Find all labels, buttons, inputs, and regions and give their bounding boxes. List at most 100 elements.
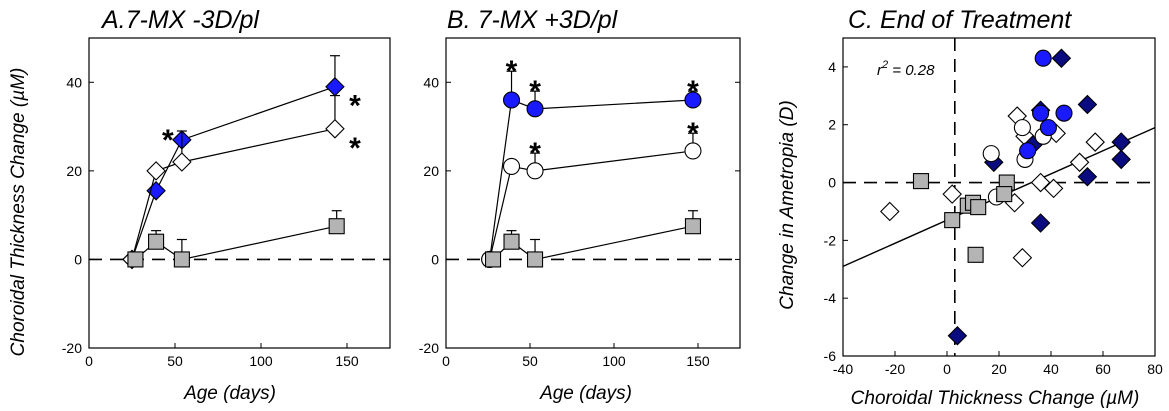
y-tick-label: 20 xyxy=(423,163,439,179)
data-point xyxy=(526,100,544,118)
panel-c: C. End of Treatment Change in Ametropia … xyxy=(777,6,1163,409)
x-tick-label: 0 xyxy=(442,353,450,369)
x-tick-label: 100 xyxy=(602,353,626,369)
y-tick-label: -2 xyxy=(824,232,837,248)
x-tick-label: 0 xyxy=(85,353,93,369)
scatter-point xyxy=(1032,104,1050,122)
y-tick-label: 0 xyxy=(828,175,836,191)
r-superscript: 2 xyxy=(881,59,888,71)
panel-b-title: B. 7-MX +3D/pl xyxy=(447,6,619,34)
scatter-point xyxy=(1069,152,1090,173)
y-tick-label: 4 xyxy=(828,59,836,75)
scatter-point xyxy=(1077,94,1098,115)
scatter-series-0 xyxy=(880,106,1105,268)
y-tick-label: 20 xyxy=(66,163,82,179)
series-line xyxy=(131,128,336,260)
x-tick-label: -20 xyxy=(885,361,905,377)
y-tick-label: -6 xyxy=(824,348,837,364)
data-point xyxy=(684,218,702,235)
data-point xyxy=(172,152,192,172)
scatter-point xyxy=(967,246,984,263)
scatter-point xyxy=(880,201,900,222)
panel-c-title: C. End of Treatment xyxy=(848,6,1072,34)
scatter-point xyxy=(912,173,930,190)
scatter-point xyxy=(1043,178,1064,199)
x-tick-label: 50 xyxy=(522,353,538,369)
scatter-point xyxy=(1111,149,1131,170)
data-point xyxy=(503,233,520,250)
series-line xyxy=(492,225,694,261)
series-line xyxy=(131,86,336,260)
significance-star: * xyxy=(506,55,518,88)
y-tick-label: 40 xyxy=(423,74,439,90)
scatter-point xyxy=(1111,132,1131,152)
scatter-point xyxy=(1039,119,1057,137)
scatter-point xyxy=(1034,49,1052,67)
significance-star: * xyxy=(162,124,174,157)
x-tick-label: 60 xyxy=(1095,361,1111,377)
data-point xyxy=(684,142,702,160)
scatter-point xyxy=(982,145,1000,163)
scatter-point xyxy=(1051,48,1072,69)
significance-star: * xyxy=(349,132,361,165)
r-squared-annotation: r2 = 0.28 xyxy=(877,59,935,79)
panel-b: B. 7-MX +3D/pl Age (days) 0 50 100 150-2002… xyxy=(419,6,741,404)
x-tick-label: 0 xyxy=(943,361,951,377)
scatter-point xyxy=(1077,166,1098,187)
scatter-point xyxy=(1030,172,1051,193)
series-2 xyxy=(127,210,345,268)
scatter-point xyxy=(1012,247,1033,268)
plot-frame xyxy=(445,37,741,349)
data-point xyxy=(148,233,165,250)
scatter-series-3 xyxy=(1019,49,1073,160)
significance-star: * xyxy=(349,90,361,123)
panel-c-ylabel: Change in Ametropia (D) xyxy=(777,100,798,309)
data-point xyxy=(502,157,521,175)
plot-frame xyxy=(88,37,391,349)
data-point xyxy=(526,251,544,268)
y-tick-label: -4 xyxy=(824,290,837,306)
scatter-point xyxy=(1013,119,1031,137)
scatter-point xyxy=(944,212,961,229)
y-tick-label: 0 xyxy=(431,251,439,267)
significance-star: * xyxy=(529,137,541,170)
scatter-point xyxy=(1085,132,1105,152)
series-1: * xyxy=(122,94,361,270)
data-point xyxy=(484,251,502,268)
series-line xyxy=(135,225,337,261)
scatter-point xyxy=(1055,104,1073,122)
significance-star: * xyxy=(687,75,699,108)
panel-c-xlabel: Choroidal Thickness Change (µM) xyxy=(851,388,1140,409)
y-tick-label: 2 xyxy=(828,117,836,133)
x-tick-label: 100 xyxy=(249,353,273,369)
scatter-point xyxy=(947,325,968,346)
x-tick-label: 150 xyxy=(686,353,710,369)
data-point xyxy=(526,162,544,180)
data-point xyxy=(684,91,702,109)
data-point xyxy=(173,251,190,268)
y-tick-label: 0 xyxy=(74,251,82,267)
scatter-point xyxy=(1019,142,1037,160)
x-tick-label: 20 xyxy=(991,361,1007,377)
y-tick-label: 40 xyxy=(66,74,82,90)
x-tick-label: 50 xyxy=(167,353,183,369)
data-point xyxy=(502,91,521,109)
scatter-point xyxy=(970,199,987,216)
scatter-point xyxy=(942,184,962,204)
data-point xyxy=(127,251,144,268)
x-tick-label: -40 xyxy=(833,361,853,377)
r-value: = 0.28 xyxy=(888,62,935,79)
series-line xyxy=(489,150,694,260)
scatter-point xyxy=(1030,213,1051,233)
x-tick-label: 80 xyxy=(1147,361,1163,377)
x-tick-label: 40 xyxy=(1043,361,1059,377)
scatter-series-4 xyxy=(912,173,1015,263)
data-point xyxy=(146,161,166,181)
r-symbol: r xyxy=(877,62,883,79)
panel-a-xlabel: Age (days) xyxy=(183,383,276,404)
panel-a-title: A.7-MX -3D/pl xyxy=(100,6,260,34)
x-tick-label: 150 xyxy=(335,353,359,369)
